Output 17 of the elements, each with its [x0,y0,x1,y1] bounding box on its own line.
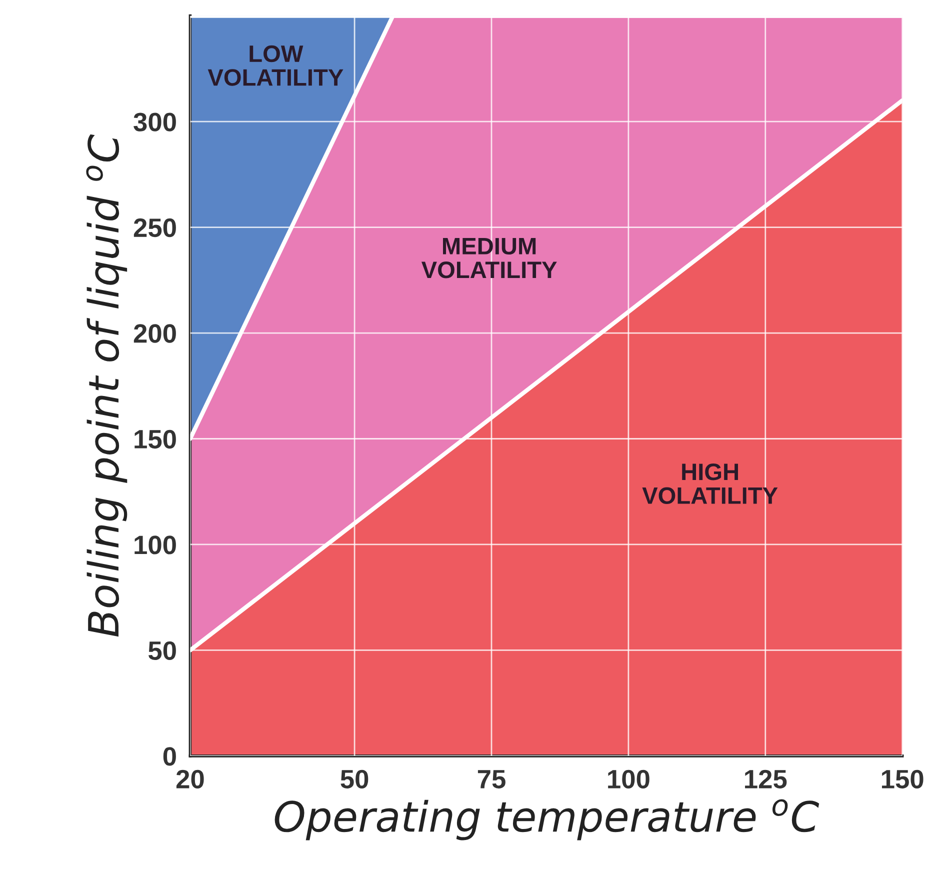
x-tick-label: 20 [176,770,204,789]
y-tick-label: 300 [134,112,176,132]
y-axis-title: Boiling point of liquid $^{o}$C [86,134,128,637]
y-tick-label: 250 [134,218,176,238]
x-tick-label: 75 [478,770,506,789]
x-axis-title: Operating temperature $^{o}$C [274,799,820,840]
x-tick-label: 100 [608,770,650,789]
annotation: LOW VOLATILITY [208,45,344,86]
x-tick-label: 125 [745,770,787,789]
x-tick-label: 50 [340,770,368,789]
y-tick-label: 150 [134,430,176,449]
annotation: MEDIUM VOLATILITY [421,238,557,278]
y-tick-label: 50 [148,641,176,660]
y-tick-label: 200 [134,324,176,343]
y-tick-label: 0 [163,747,176,766]
y-tick-label: 100 [134,536,176,554]
x-tick-label: 150 [882,770,924,789]
